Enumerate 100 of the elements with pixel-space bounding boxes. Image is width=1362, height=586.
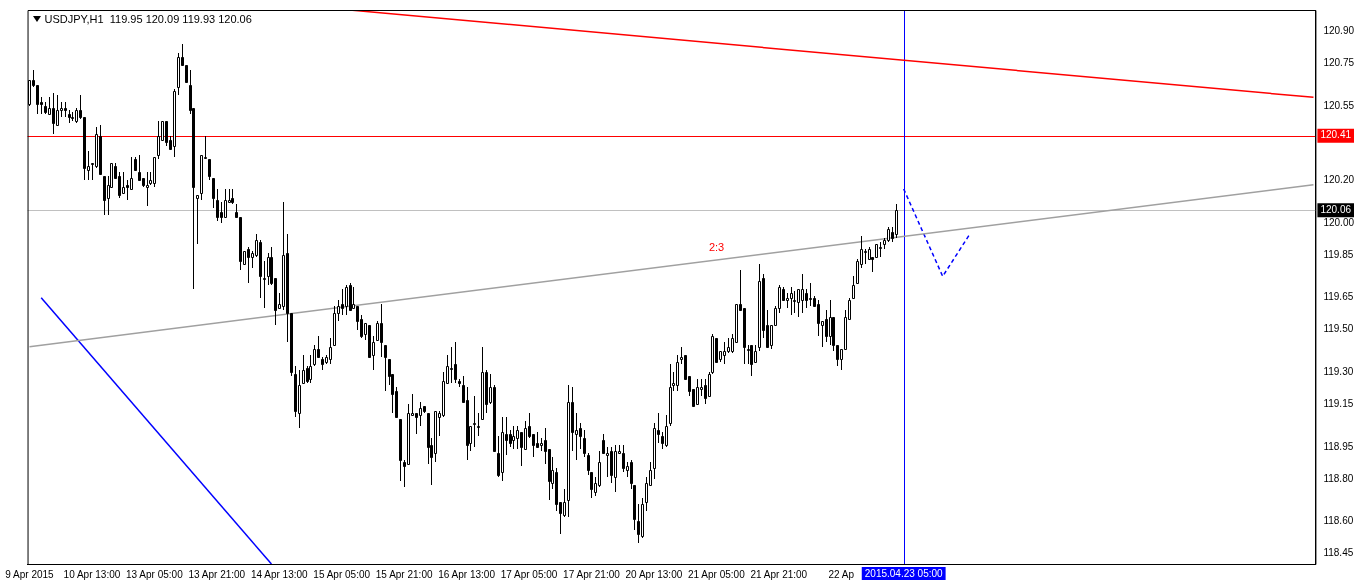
x-tick-label: 22 Ap bbox=[828, 568, 855, 580]
x-tick-label: 16 Apr 13:00 bbox=[438, 568, 496, 580]
x-tick-label: 13 Apr 05:00 bbox=[126, 568, 184, 580]
candlestick bbox=[516, 425, 519, 450]
candlestick bbox=[497, 435, 500, 478]
candlestick bbox=[415, 412, 418, 435]
candlestick bbox=[450, 346, 453, 384]
candlestick bbox=[747, 344, 750, 365]
y-tick-label: 120.90 bbox=[1323, 25, 1355, 37]
candlestick bbox=[294, 365, 297, 418]
candlestick bbox=[122, 171, 125, 194]
y-tick-label: 118.45 bbox=[1323, 547, 1354, 559]
candlestick bbox=[704, 378, 707, 405]
y-tick-label: 119.15 bbox=[1323, 397, 1354, 409]
candlestick bbox=[259, 239, 262, 299]
y-tick-label: 118.95 bbox=[1323, 440, 1354, 452]
candlestick bbox=[173, 88, 176, 158]
x-tick-label: 2015.04.23 05:00 bbox=[864, 567, 944, 579]
candlestick bbox=[329, 337, 332, 365]
candlestick bbox=[157, 120, 160, 160]
candlestick bbox=[637, 503, 640, 544]
candlestick bbox=[829, 299, 832, 346]
y-tick-label: 120.00 bbox=[1323, 216, 1355, 228]
candlestick bbox=[790, 286, 793, 316]
x-tick-label: 15 Apr 21:00 bbox=[375, 568, 433, 580]
candlestick bbox=[200, 154, 203, 201]
candlestick bbox=[349, 282, 352, 311]
candlestick bbox=[52, 92, 55, 135]
candlestick bbox=[481, 346, 484, 420]
x-tick-label: 21 Apr 21:00 bbox=[750, 568, 808, 580]
candlestick bbox=[852, 275, 855, 299]
candlestick bbox=[434, 410, 437, 463]
candlestick bbox=[653, 422, 656, 480]
y-tick-label: 119.50 bbox=[1323, 323, 1354, 335]
candlestick bbox=[579, 422, 582, 450]
y-tick-label: 119.85 bbox=[1323, 248, 1354, 260]
candlestick bbox=[419, 401, 422, 427]
candlestick bbox=[750, 344, 753, 377]
ref-line-label: 120.41 bbox=[1320, 129, 1352, 141]
candlestick bbox=[555, 467, 558, 512]
candlestick bbox=[809, 282, 812, 307]
candlestick bbox=[239, 216, 242, 271]
candlestick bbox=[614, 444, 617, 493]
y-tick-label: 119.65 bbox=[1323, 291, 1354, 303]
candlestick bbox=[247, 246, 250, 284]
chart-title: USDJPY,H1 119.95 120.09 119.93 120.06 bbox=[44, 13, 252, 25]
candlestick bbox=[103, 175, 106, 216]
candlestick bbox=[563, 488, 566, 518]
candlestick bbox=[298, 369, 301, 429]
candlestick bbox=[313, 344, 316, 367]
candlestick bbox=[165, 120, 168, 147]
candlestick bbox=[473, 395, 476, 448]
candlestick bbox=[130, 156, 133, 190]
candlestick bbox=[567, 384, 570, 518]
candlestick bbox=[196, 194, 199, 245]
candlestick bbox=[208, 158, 211, 181]
candlestick bbox=[669, 363, 672, 427]
candlestick bbox=[895, 203, 898, 239]
x-tick-label: 17 Apr 05:00 bbox=[500, 568, 558, 580]
x-tick-label: 20 Apr 13:00 bbox=[625, 568, 683, 580]
candlestick bbox=[302, 354, 305, 384]
candlestick bbox=[758, 263, 761, 352]
candlestick bbox=[524, 420, 527, 450]
candlestick bbox=[520, 431, 523, 467]
candlestick bbox=[711, 333, 714, 375]
candlestick bbox=[341, 288, 344, 316]
candlestick bbox=[676, 354, 679, 392]
candlestick bbox=[723, 341, 726, 365]
candlestick bbox=[665, 414, 668, 448]
candlestick bbox=[220, 201, 223, 224]
candlestick bbox=[345, 284, 348, 316]
candlestick bbox=[610, 446, 613, 484]
candlestick bbox=[743, 307, 746, 365]
candlestick bbox=[224, 188, 227, 218]
candlestick bbox=[333, 305, 336, 346]
x-tick-label: 13 Apr 21:00 bbox=[188, 568, 246, 580]
candlestick bbox=[793, 290, 796, 314]
candlestick bbox=[177, 52, 180, 96]
candlestick bbox=[380, 303, 383, 358]
candlestick bbox=[797, 288, 800, 318]
candlestick bbox=[56, 94, 59, 126]
candlestick bbox=[263, 260, 266, 309]
candlestick bbox=[376, 320, 379, 341]
y-tick-label: 119.30 bbox=[1323, 365, 1354, 377]
y-tick-label: 120.20 bbox=[1323, 174, 1355, 186]
candlestick bbox=[825, 309, 828, 343]
y-tick-label: 120.55 bbox=[1323, 99, 1355, 111]
candlestick bbox=[805, 288, 808, 309]
candlestick bbox=[501, 416, 504, 482]
x-tick-label: 15 Apr 05:00 bbox=[313, 568, 371, 580]
candlestick bbox=[622, 444, 625, 473]
candlestick bbox=[696, 378, 699, 405]
candlestick bbox=[216, 188, 219, 222]
candlestick bbox=[36, 84, 39, 115]
candlestick bbox=[641, 497, 644, 539]
y-tick-label: 120.75 bbox=[1323, 57, 1355, 69]
x-tick-label: 17 Apr 21:00 bbox=[563, 568, 621, 580]
x-tick-label: 14 Apr 13:00 bbox=[250, 568, 309, 580]
candlestick bbox=[493, 384, 496, 452]
candlestick bbox=[477, 412, 480, 437]
